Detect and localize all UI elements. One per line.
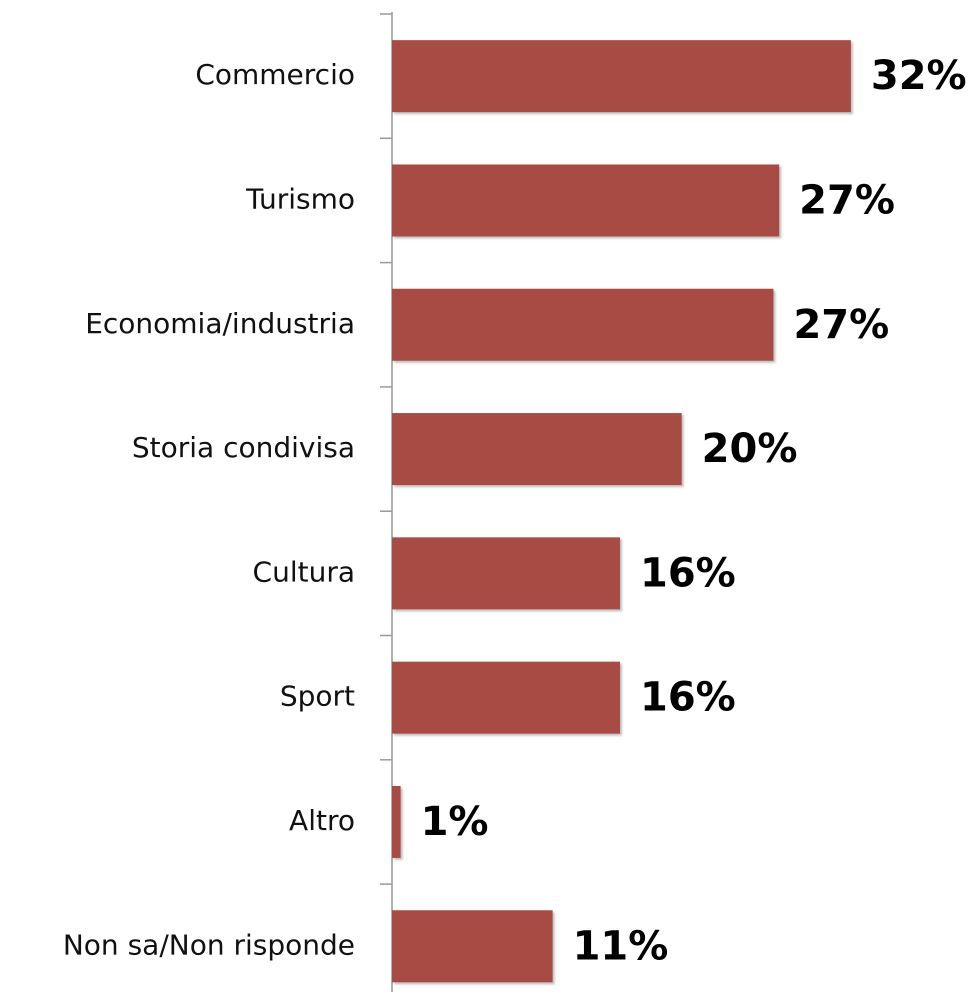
bar: [392, 661, 621, 734]
value-label: 20%: [702, 426, 798, 472]
category-label: Commercio: [195, 58, 355, 91]
category-label: Cultura: [253, 555, 355, 588]
bar: [392, 288, 774, 361]
category-label: Non sa/Non risponde: [63, 928, 355, 961]
category-label: Turismo: [245, 182, 355, 215]
value-label: 1%: [421, 799, 489, 845]
value-label: 27%: [799, 177, 895, 223]
value-label: 11%: [573, 923, 669, 969]
category-label: Altro: [289, 804, 355, 837]
bar: [392, 910, 553, 983]
category-label: Storia condivisa: [132, 431, 355, 464]
bar: [392, 537, 621, 610]
bar: [392, 164, 780, 237]
bar: [392, 413, 682, 486]
category-label: Sport: [280, 680, 355, 713]
value-label: 16%: [640, 675, 736, 721]
bar: [392, 40, 851, 113]
value-label: 27%: [793, 302, 889, 348]
value-label: 32%: [871, 53, 967, 99]
category-label: Economia/industria: [85, 307, 355, 340]
bar: [392, 785, 401, 858]
value-label: 16%: [640, 550, 736, 596]
